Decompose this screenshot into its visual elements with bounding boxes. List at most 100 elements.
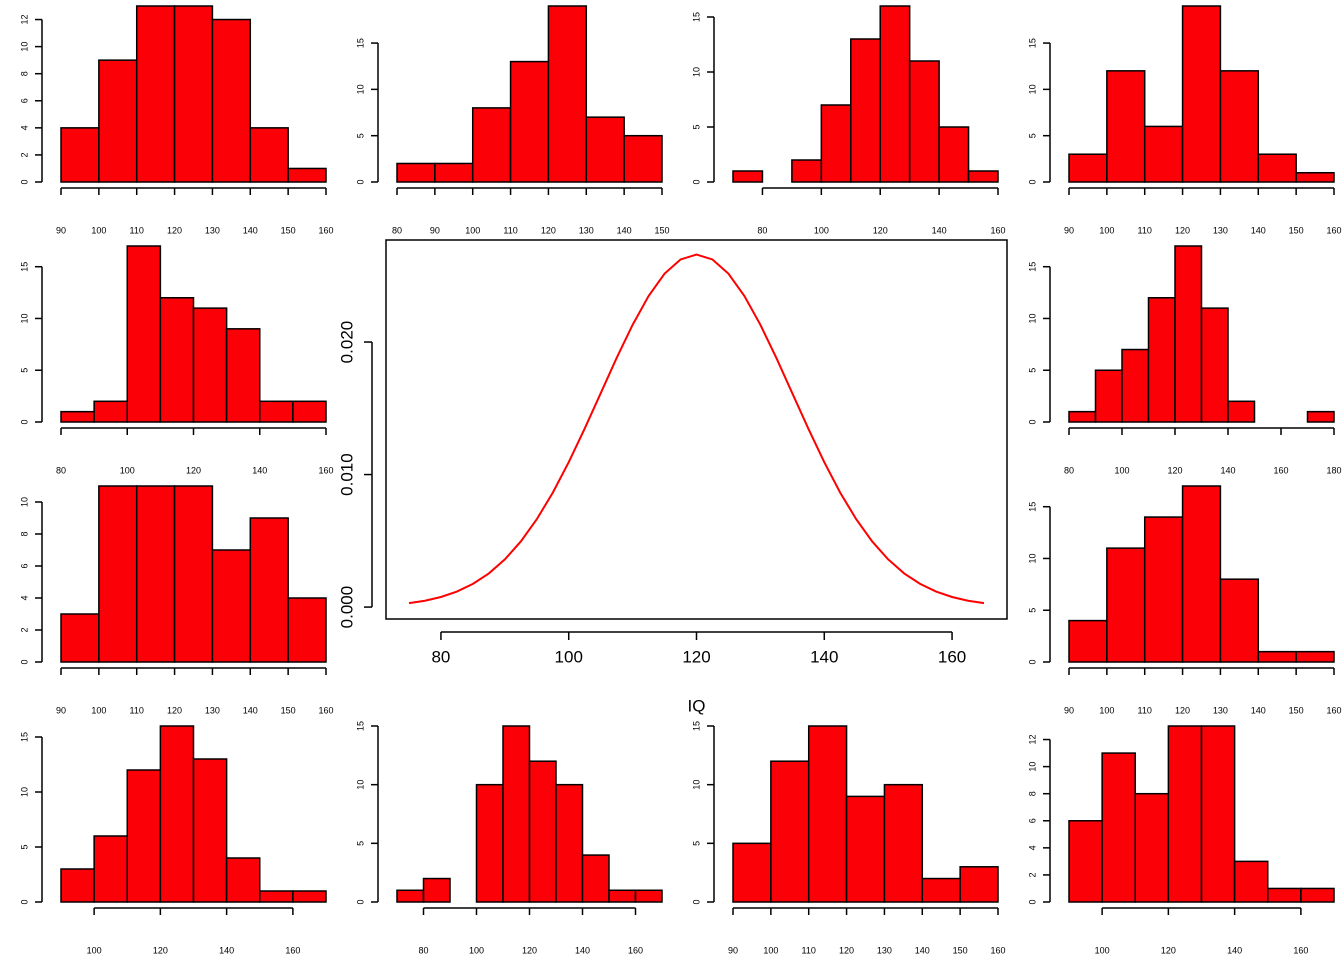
bar bbox=[850, 38, 881, 183]
x-tick-label: 130 bbox=[1213, 705, 1228, 715]
bar bbox=[211, 549, 252, 663]
bar bbox=[1068, 410, 1097, 423]
x-tick-label: 140 bbox=[243, 225, 258, 235]
x-tick-label: 120 bbox=[522, 945, 537, 955]
x-tick-label: 80 bbox=[392, 225, 402, 235]
x-tick-label: 150 bbox=[1289, 225, 1304, 235]
y-tick-label: 0.010 bbox=[337, 453, 356, 496]
y-tick-label: 15 bbox=[691, 12, 701, 22]
bar bbox=[159, 725, 195, 903]
x-tick-label: 90 bbox=[1064, 705, 1074, 715]
x-tick-label: 90 bbox=[56, 225, 66, 235]
bar bbox=[259, 890, 294, 903]
bar bbox=[879, 5, 911, 183]
y-tick-label: 2 bbox=[19, 152, 29, 157]
bar bbox=[807, 725, 848, 903]
y-tick-label: 0 bbox=[19, 179, 29, 184]
y-tick-label: 0.020 bbox=[337, 321, 356, 364]
x-tick-label: 80 bbox=[56, 465, 66, 475]
x-tick-label: 160 bbox=[318, 225, 333, 235]
x-tick-label: 150 bbox=[1289, 705, 1304, 715]
bar bbox=[126, 769, 162, 903]
bar bbox=[1068, 619, 1108, 663]
x-tick-label: 120 bbox=[167, 705, 182, 715]
bar bbox=[1267, 887, 1302, 903]
x-tick-label: 100 bbox=[87, 945, 102, 955]
x-tick-label: 160 bbox=[1273, 465, 1288, 475]
bar bbox=[249, 517, 289, 663]
x-tick-label: 80 bbox=[1064, 465, 1074, 475]
y-tick-label: 0 bbox=[1027, 179, 1037, 184]
bar bbox=[1134, 792, 1170, 903]
y-tick-label: 5 bbox=[355, 133, 365, 138]
bar bbox=[1174, 245, 1203, 423]
x-tick-label: 120 bbox=[839, 945, 854, 955]
x-tick-label: 160 bbox=[990, 945, 1005, 955]
x-tick-label: 120 bbox=[153, 945, 168, 955]
x-tick-label: 140 bbox=[617, 225, 632, 235]
x-tick-label: 110 bbox=[1138, 225, 1152, 235]
bar bbox=[921, 877, 961, 903]
y-tick-label: 4 bbox=[19, 595, 29, 600]
bar bbox=[938, 126, 970, 183]
y-tick-label: 15 bbox=[355, 38, 365, 48]
y-tick-label: 10 bbox=[19, 497, 29, 507]
x-tick-label: 100 bbox=[1099, 225, 1114, 235]
x-tick-label: 140 bbox=[932, 225, 947, 235]
bar bbox=[1068, 153, 1108, 183]
bar bbox=[93, 835, 128, 903]
bar bbox=[732, 170, 764, 183]
y-tick-label: 0 bbox=[691, 179, 701, 184]
bar bbox=[1181, 5, 1222, 183]
bar bbox=[396, 889, 425, 903]
y-tick-label: 10 bbox=[355, 84, 365, 94]
y-tick-label: 10 bbox=[1027, 313, 1037, 323]
y-tick-label: 0.000 bbox=[337, 586, 356, 629]
bar bbox=[1300, 887, 1335, 903]
y-tick-label: 4 bbox=[19, 125, 29, 130]
y-tick-label: 0 bbox=[355, 899, 365, 904]
x-tick-label: 140 bbox=[243, 705, 258, 715]
bar bbox=[820, 104, 852, 183]
bar bbox=[1094, 369, 1123, 423]
y-tick-label: 5 bbox=[691, 841, 701, 846]
bar bbox=[1306, 410, 1335, 423]
x-tick-label: 120 bbox=[186, 465, 201, 475]
x-tick-label: 150 bbox=[654, 225, 669, 235]
bar bbox=[471, 107, 512, 183]
x-tick-label: 140 bbox=[810, 647, 838, 666]
y-tick-label: 0 bbox=[1027, 419, 1037, 424]
y-tick-label: 15 bbox=[19, 732, 29, 742]
bar bbox=[1143, 125, 1184, 183]
bar bbox=[581, 854, 610, 903]
bar bbox=[732, 842, 772, 903]
y-tick-label: 0 bbox=[355, 179, 365, 184]
bar bbox=[1181, 485, 1222, 663]
bar bbox=[192, 307, 228, 423]
y-tick-label: 5 bbox=[355, 841, 365, 846]
x-tick-label: 130 bbox=[205, 225, 220, 235]
bar bbox=[135, 485, 176, 663]
bar bbox=[1068, 820, 1103, 903]
y-tick-label: 10 bbox=[691, 67, 701, 77]
bar bbox=[225, 328, 261, 423]
bar bbox=[98, 59, 138, 183]
bar bbox=[1147, 297, 1176, 423]
bar bbox=[1106, 70, 1146, 183]
x-tick-label: 110 bbox=[503, 225, 517, 235]
bar bbox=[173, 5, 214, 183]
y-tick-label: 5 bbox=[1027, 133, 1037, 138]
x-tick-label: 130 bbox=[205, 705, 220, 715]
bar bbox=[845, 795, 886, 903]
bar bbox=[1233, 860, 1269, 903]
y-tick-label: 0 bbox=[19, 899, 29, 904]
x-tick-label: 140 bbox=[1227, 945, 1242, 955]
x-tick-label: 160 bbox=[990, 225, 1005, 235]
bar bbox=[249, 127, 289, 183]
x-tick-label: 100 bbox=[91, 705, 106, 715]
bar bbox=[528, 760, 557, 903]
y-tick-label: 5 bbox=[19, 368, 29, 373]
y-tick-label: 4 bbox=[1027, 845, 1037, 850]
x-tick-label: 130 bbox=[579, 225, 594, 235]
